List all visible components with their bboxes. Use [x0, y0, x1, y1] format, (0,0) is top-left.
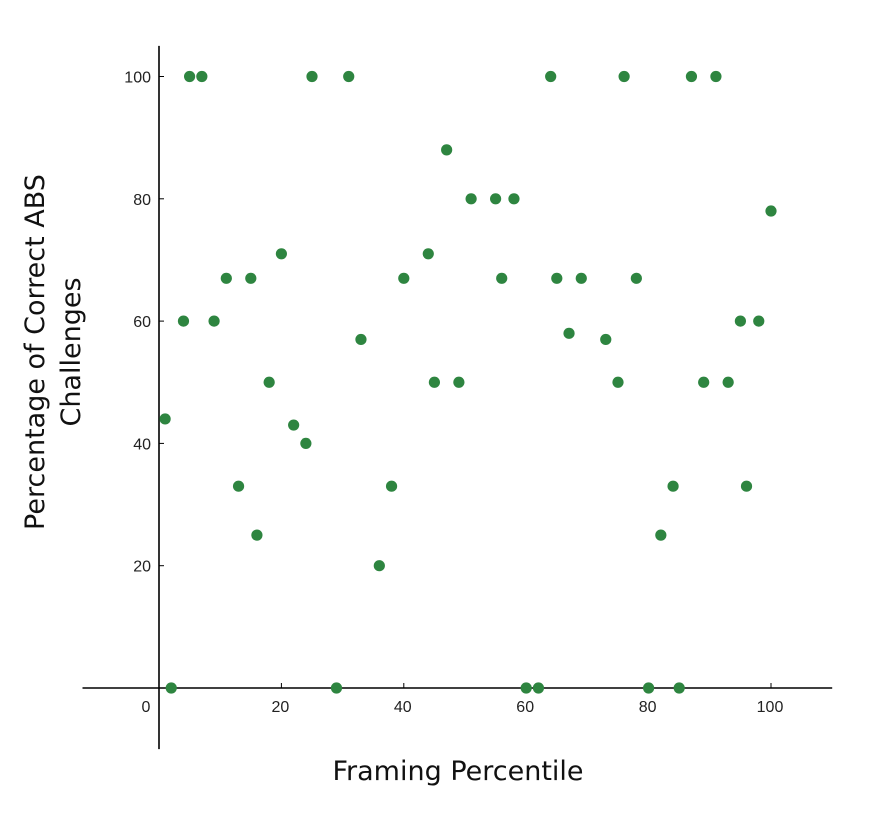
data-point — [618, 70, 630, 83]
data-point — [710, 70, 722, 83]
data-point — [600, 333, 612, 346]
y-tick-label: 40 — [133, 436, 151, 453]
data-point — [520, 682, 532, 694]
y-axis-title: Percentage of Correct ABS Challenges — [20, 174, 87, 530]
data-point — [532, 682, 545, 694]
data-point — [734, 315, 747, 327]
data-point — [765, 205, 777, 217]
x-tick-label: 40 — [394, 699, 412, 716]
data-points — [159, 70, 777, 694]
data-point — [545, 70, 557, 83]
data-point — [551, 272, 563, 284]
data-point — [208, 315, 220, 327]
data-point — [177, 315, 190, 327]
data-point — [159, 413, 171, 425]
data-point — [643, 682, 655, 694]
data-point — [685, 70, 698, 83]
data-point — [355, 333, 367, 346]
data-point — [330, 682, 343, 694]
data-point — [306, 70, 318, 83]
x-tick-label: 60 — [516, 699, 534, 716]
x-tick-label: 100 — [757, 699, 784, 716]
tick-labels: 0 20 40 60 80 100 20 40 60 80 100 — [124, 70, 783, 717]
data-point — [275, 248, 287, 260]
data-point — [288, 419, 300, 431]
data-point — [673, 682, 685, 694]
data-point — [740, 480, 753, 492]
y-tick-label: 80 — [133, 192, 151, 209]
data-point — [165, 682, 177, 694]
data-point — [563, 327, 575, 339]
data-point — [490, 193, 502, 205]
data-point — [575, 272, 587, 284]
data-point — [245, 272, 257, 284]
data-point — [465, 193, 477, 205]
x-tick-label: 80 — [639, 699, 657, 716]
data-point — [428, 376, 440, 388]
data-point — [373, 560, 385, 572]
data-point — [612, 376, 624, 388]
y-axis-title-line-2: Challenges — [56, 277, 87, 426]
data-point — [263, 376, 275, 388]
x-tick-label: 0 — [142, 699, 151, 716]
data-point — [667, 480, 679, 492]
y-axis-title-line-1: Percentage of Correct ABS — [20, 174, 51, 530]
data-point — [232, 480, 245, 492]
data-point — [422, 248, 434, 260]
data-point — [220, 272, 232, 284]
data-point — [385, 480, 398, 492]
data-point — [453, 376, 465, 388]
data-point — [753, 315, 765, 327]
x-tick-label: 20 — [272, 699, 290, 716]
data-point — [251, 529, 263, 541]
data-point — [184, 70, 196, 83]
y-tick-label: 60 — [133, 314, 151, 331]
y-tick-label: 20 — [133, 559, 151, 576]
data-point — [698, 376, 710, 388]
data-point — [496, 272, 508, 284]
data-point — [630, 272, 642, 284]
data-point — [398, 272, 410, 284]
y-tick-label: 100 — [124, 70, 151, 87]
data-point — [508, 193, 520, 205]
data-point — [441, 144, 453, 156]
axes — [82, 45, 833, 750]
data-point — [196, 70, 208, 83]
x-axis-title: Framing Percentile — [332, 756, 583, 787]
data-point — [343, 70, 355, 83]
data-point — [300, 437, 312, 449]
data-point — [655, 529, 667, 541]
data-point — [722, 376, 734, 388]
